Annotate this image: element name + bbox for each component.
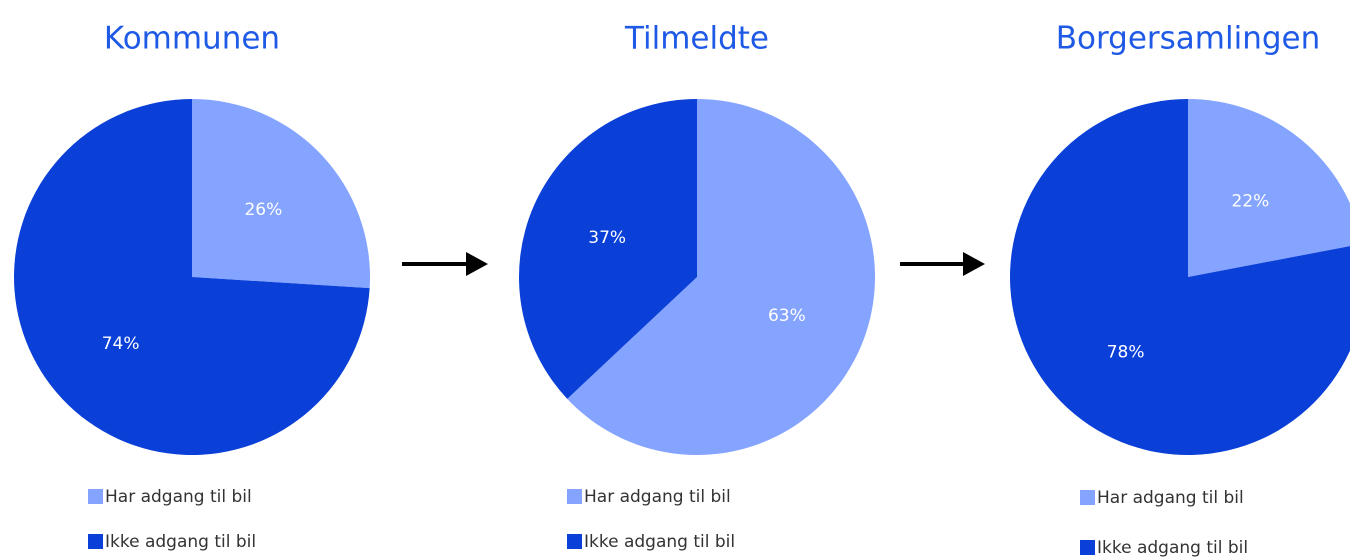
legend-swatch <box>88 534 103 549</box>
data-label: 78% <box>1107 342 1145 362</box>
data-label: 63% <box>768 306 806 326</box>
pie-slice <box>519 99 697 399</box>
data-label: 26% <box>244 200 282 220</box>
legend-label: Ikke adgang til bil <box>1097 538 1248 557</box>
legend-swatch <box>1080 490 1095 505</box>
legend-label: Ikke adgang til bil <box>584 532 735 552</box>
arrow <box>900 252 985 276</box>
pie-slice <box>567 99 876 456</box>
arrow <box>402 252 488 276</box>
data-label: 37% <box>588 228 626 248</box>
legend-swatch <box>567 534 582 549</box>
chart-title: Kommunen <box>104 21 280 57</box>
pie-slice <box>1010 99 1350 455</box>
legend-label: Har adgang til bil <box>1097 488 1244 508</box>
pie-slice <box>192 99 370 289</box>
legend-label: Har adgang til bil <box>105 487 252 507</box>
legend-swatch <box>567 489 582 504</box>
legend-label: Har adgang til bil <box>584 487 731 507</box>
legend-swatch <box>1080 540 1095 555</box>
legend-swatch <box>88 489 103 504</box>
legend-label: Ikke adgang til bil <box>105 532 256 552</box>
data-label: 22% <box>1232 192 1270 212</box>
pie-slice <box>13 99 370 455</box>
pie-slice <box>1188 99 1350 277</box>
chart-title: Borgersamlingen <box>1056 21 1321 57</box>
chart-title: Tilmeldte <box>624 21 769 57</box>
data-label: 74% <box>102 334 140 354</box>
